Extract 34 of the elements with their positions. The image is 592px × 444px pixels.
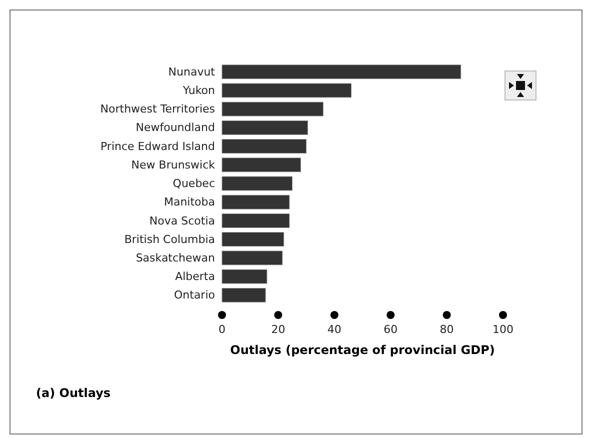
y-tick-label: Newfoundland xyxy=(136,121,215,134)
x-tick-label: 80 xyxy=(440,322,454,336)
bar xyxy=(222,102,324,116)
y-tick-label: New Brunswick xyxy=(131,158,216,172)
x-tick-label: 100 xyxy=(492,322,514,336)
x-tick-label: 20 xyxy=(271,322,286,336)
bar xyxy=(222,176,292,191)
y-tick-label: Alberta xyxy=(175,270,215,284)
x-tick-label: 60 xyxy=(384,322,398,336)
bar xyxy=(222,158,301,172)
y-tick-label: Northwest Territories xyxy=(100,102,216,116)
bar xyxy=(222,269,268,284)
y-tick-label: Quebec xyxy=(172,177,215,190)
bar xyxy=(222,250,283,266)
y-tick-label: Prince Edward Island xyxy=(100,140,215,153)
x-tick-label: 0 xyxy=(218,322,226,336)
y-tick-label: Saskatchewan xyxy=(136,251,216,264)
bar xyxy=(222,139,307,154)
text: (a) Outlays xyxy=(36,386,111,400)
y-tick-label: Ontario xyxy=(174,288,216,302)
y-tick-label: Manitoba xyxy=(164,196,215,209)
bar xyxy=(222,120,308,135)
bar xyxy=(222,288,266,302)
x-axis-title: Outlays (percentage of provincial GDP) xyxy=(230,343,495,357)
x-tick-label: 40 xyxy=(327,322,342,336)
bar xyxy=(222,64,462,80)
y-tick-label: Nova Scotia xyxy=(149,214,215,228)
bar xyxy=(222,232,284,247)
bar xyxy=(222,213,290,228)
y-tick-label: Nunavut xyxy=(168,65,216,78)
bar xyxy=(222,83,352,98)
bar xyxy=(222,194,290,210)
y-tick-label: Yukon xyxy=(182,84,216,97)
y-tick-label: British Columbia xyxy=(124,232,215,246)
